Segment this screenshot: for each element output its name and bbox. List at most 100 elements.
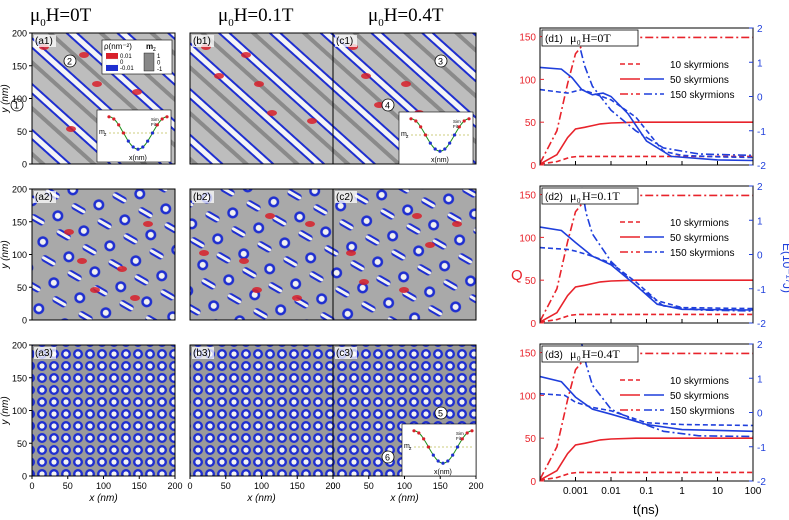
inset-ylabel: m <box>401 131 407 138</box>
density-spot <box>254 81 264 87</box>
E-line-50-skyrmions <box>540 66 753 162</box>
density-spot <box>452 221 462 227</box>
panel-title-tag: (d3) <box>545 350 563 361</box>
inset-sim-point <box>107 115 111 119</box>
map-image <box>189 32 334 165</box>
E-line-10-skyrmions <box>540 246 753 310</box>
density-spot <box>252 287 262 293</box>
inset-sim-point <box>155 123 159 127</box>
y-tick-label: 100 <box>12 406 27 416</box>
density-spot <box>359 279 369 285</box>
inset-sim-point <box>428 141 432 145</box>
E-line-150-skyrmions <box>581 344 753 438</box>
inset-frame <box>398 111 474 165</box>
E-line-150-skyrmions <box>579 50 753 157</box>
x-tick-label: 0.1 <box>640 486 654 497</box>
Q-tick-label: 150 <box>519 349 536 360</box>
inset-sim-point <box>460 437 464 441</box>
inset-sim-point <box>423 133 428 137</box>
panel-title-sub: 0 <box>577 197 581 205</box>
y-tick-label: 200 <box>12 341 27 351</box>
panel-tag: (b3) <box>193 348 211 359</box>
Q-line-50-skyrmions <box>540 121 753 165</box>
panel-title-field: H=0.1T <box>582 189 620 203</box>
E-line-10-skyrmions <box>540 392 753 427</box>
x-tick-label: 0 <box>330 481 335 491</box>
colorbar-rho-tick: 0.01 <box>120 54 132 60</box>
inset-legend-fit: Fit <box>453 124 459 129</box>
x-tick-label: 100 <box>397 481 412 491</box>
y-tick-label: 150 <box>12 373 27 383</box>
map-panel-a2: (a2) 0 50 100 150 200 y (nm) <box>0 185 176 326</box>
panel-title-tag: (d2) <box>545 192 563 203</box>
y-tick-label: 0 <box>22 316 27 326</box>
E-tick-label: 2 <box>757 24 763 35</box>
panel-title-mu: μ <box>570 31 576 45</box>
inset-sim-point <box>431 453 435 457</box>
panel-title-box <box>541 187 639 205</box>
inset-frame <box>96 109 172 163</box>
inset-legend-sim: Sim <box>151 117 159 122</box>
density-spot <box>346 250 356 256</box>
density-spot <box>267 110 277 116</box>
colorbar-mz-tick: -1 <box>157 67 163 73</box>
legend-label: 10 skyrmions <box>670 60 729 71</box>
panel-tag-bg <box>34 347 56 359</box>
Q-line-10-skyrmions <box>540 155 753 165</box>
inset-sim-point <box>462 119 466 123</box>
inset-sim-point <box>443 147 447 151</box>
x-tick-label: 200 <box>325 481 340 491</box>
panel-tag: (c2) <box>336 192 353 203</box>
colorbar-red <box>106 53 118 59</box>
E-tick-label: 1 <box>757 216 763 227</box>
x-tick-label: 150 <box>132 481 147 491</box>
legend-label: 150 skyrmions <box>670 90 734 101</box>
E-tick-label: 1 <box>757 374 763 385</box>
x-axis-label: x (nm) <box>88 493 117 504</box>
colorbar-rho-tick: -0.01 <box>120 66 134 72</box>
inset-sim-point <box>126 139 130 143</box>
density-spot <box>292 295 302 301</box>
marker-circle <box>434 54 448 68</box>
panel-tag-bg <box>192 35 214 47</box>
Q-line-50-skyrmions <box>540 437 753 481</box>
x-tick-label: 100 <box>254 481 269 491</box>
inset-legend-fit: Fit <box>456 436 462 441</box>
E-tick-label: 0 <box>757 93 763 104</box>
inset-xlabel: x(nm) <box>431 157 449 164</box>
inset-sim-point <box>409 117 413 121</box>
E-axis-label: E(10⁻¹⁷J) <box>780 243 789 293</box>
E-tick-label: 0 <box>757 251 763 262</box>
map-panel-b1: (b1) <box>189 32 334 165</box>
inset-sim-point <box>121 131 126 135</box>
Q-tick-label: 50 <box>525 434 537 445</box>
map-panel-b3: (b3) 0 50 100 150 200 x (nm) <box>187 344 341 504</box>
legend-label: 150 skyrmions <box>670 248 734 259</box>
panel-tag-bg <box>34 191 56 203</box>
inset-legend-sim: Sim <box>453 119 461 124</box>
inset-sim-point <box>465 431 469 435</box>
E-tick-label: 2 <box>757 340 763 351</box>
Q-tick-label: 50 <box>525 118 537 129</box>
Q-axis-label: Q <box>511 267 523 284</box>
density-spot <box>90 287 100 293</box>
colorbar-white <box>105 58 119 66</box>
inset-frame <box>401 423 477 477</box>
colorbar-mz-bar <box>143 52 155 72</box>
density-spot <box>77 258 87 264</box>
density-spot <box>374 102 384 108</box>
inset-ysub: z <box>409 446 412 452</box>
inset-sim-point <box>457 125 461 129</box>
density-spot <box>66 126 76 132</box>
inset-sim-point <box>441 461 445 465</box>
x-tick-label: 200 <box>167 481 182 491</box>
column-title-c: μ0H=0.4T <box>368 5 444 29</box>
inset-sim-point <box>452 133 457 137</box>
panel-tag-bg <box>335 35 357 47</box>
map-image <box>332 188 477 321</box>
x-tick-label: 0.01 <box>601 486 621 497</box>
